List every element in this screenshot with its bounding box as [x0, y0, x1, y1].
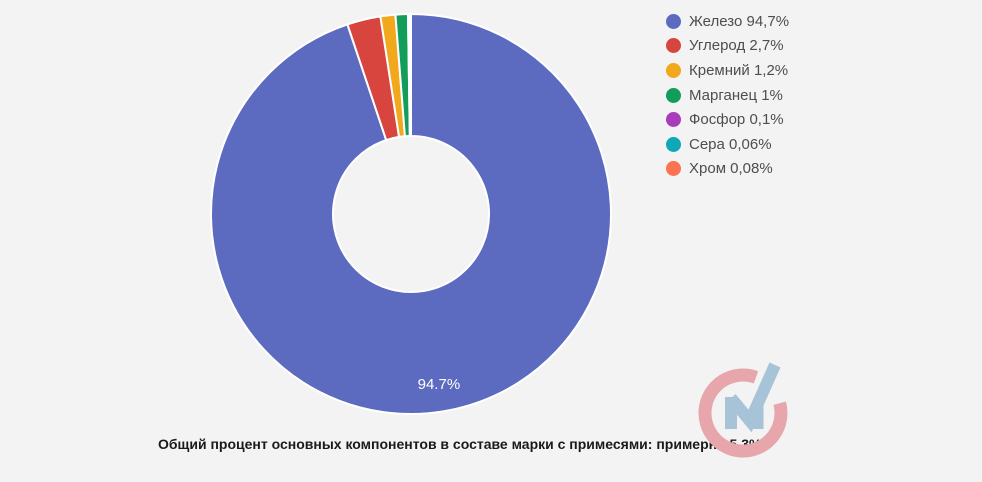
- legend-swatch: [666, 87, 681, 103]
- slice-value-label: 94.7%: [418, 376, 461, 393]
- legend-label: Кремний 1,2%: [689, 61, 789, 79]
- legend-item-1[interactable]: Углерод 2,7%: [666, 34, 789, 59]
- legend-label: Хром 0,08%: [689, 160, 773, 178]
- legend-label: Фосфор 0,1%: [689, 111, 784, 129]
- legend-item-0[interactable]: Железо 94,7%: [666, 9, 789, 34]
- donut-slice-0[interactable]: [210, 13, 612, 415]
- legend-label: Углерод 2,7%: [689, 37, 784, 55]
- brand-logo: [698, 362, 788, 458]
- legend-swatch: [666, 112, 681, 128]
- legend-swatch: [666, 136, 681, 152]
- legend-swatch: [666, 161, 681, 177]
- legend-swatch: [666, 62, 681, 78]
- legend-label: Сера 0,06%: [689, 135, 772, 153]
- legend-label: Марганец 1%: [689, 86, 783, 104]
- legend-item-2[interactable]: Кремний 1,2%: [666, 58, 789, 83]
- donut-chart: 94.7%: [210, 12, 612, 415]
- legend-label: Железо 94,7%: [689, 12, 790, 30]
- chart-legend: Железо 94,7% Углерод 2,7% Кремний 1,2% Марг…: [666, 9, 789, 181]
- legend-item-5[interactable]: Сера 0,06%: [666, 132, 789, 157]
- logo-c-ring: [698, 368, 788, 458]
- legend-item-3[interactable]: Марганец 1%: [666, 83, 789, 108]
- logo-m-checkmark: [725, 362, 781, 433]
- legend-item-4[interactable]: Фосфор 0,1%: [666, 107, 789, 132]
- chart-caption: Общий процент основных компонентов в сос…: [158, 436, 762, 452]
- legend-swatch: [666, 13, 681, 29]
- legend-item-6[interactable]: Хром 0,08%: [666, 157, 789, 182]
- donut-slice-6[interactable]: [408, 12, 412, 137]
- legend-swatch: [666, 38, 681, 54]
